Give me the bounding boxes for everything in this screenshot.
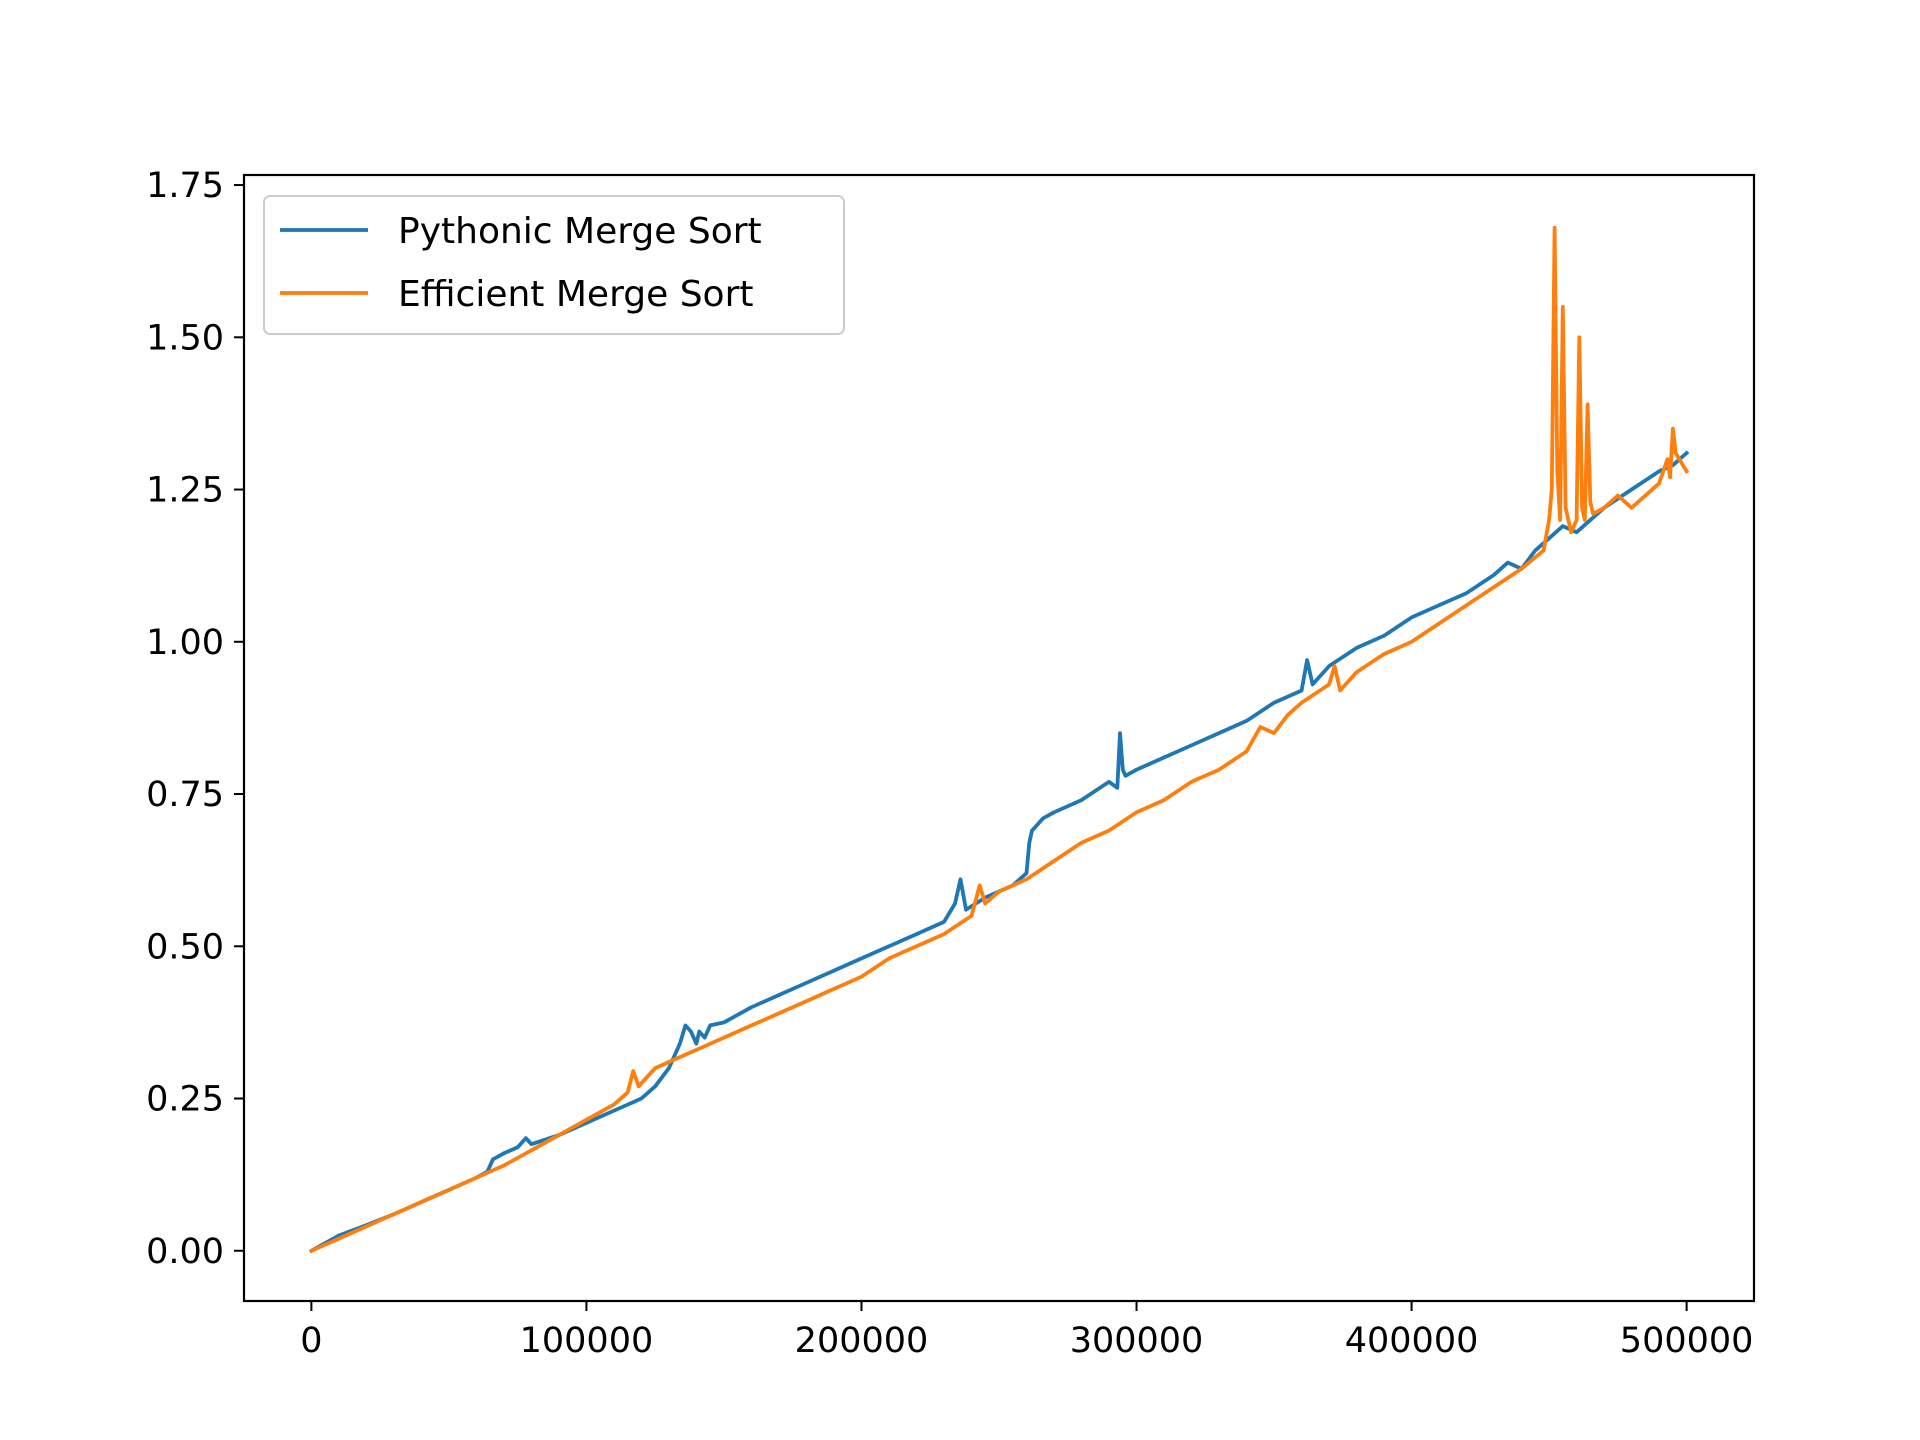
y-tick-label: 1.00	[146, 623, 224, 663]
x-tick-label: 0	[300, 1321, 322, 1361]
y-tick-label: 1.75	[146, 166, 224, 206]
x-tick-label: 100000	[520, 1321, 654, 1361]
y-tick-label: 0.50	[146, 927, 224, 967]
legend: Pythonic Merge Sort Efficient Merge Sort	[263, 195, 845, 335]
plot-area-frame	[242, 173, 1756, 1303]
x-tick-label: 400000	[1345, 1321, 1479, 1361]
y-tick-label: 0.75	[146, 775, 224, 815]
legend-label-2: Efficient Merge Sort	[398, 274, 753, 315]
x-axis: 0 100000 200000 300000 400000 500000	[300, 1301, 1753, 1361]
x-tick-label: 200000	[795, 1321, 929, 1361]
y-tick-label: 1.50	[146, 318, 224, 358]
y-tick-label: 1.25	[146, 471, 224, 511]
y-axis: 0.00 0.25 0.50 0.75 1.00 1.25 1.50 1.75	[146, 166, 244, 1272]
legend-box	[263, 195, 845, 335]
y-tick-label: 0.00	[146, 1232, 224, 1272]
series-line-2	[308, 225, 1690, 1254]
x-tick-label: 500000	[1620, 1321, 1754, 1361]
y-tick-label: 0.25	[146, 1080, 224, 1120]
x-tick-label: 300000	[1070, 1321, 1204, 1361]
series-layer	[308, 225, 1690, 1254]
legend-label-1: Pythonic Merge Sort	[398, 211, 762, 252]
